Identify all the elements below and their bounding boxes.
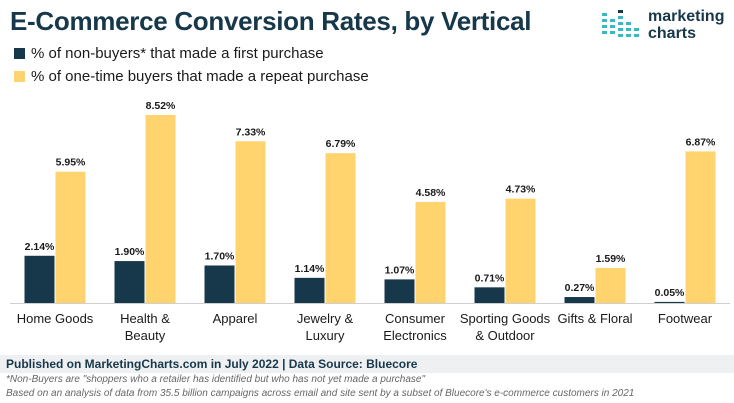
legend: % of non-buyers* that made a first purch… (14, 42, 369, 88)
bar-series1-6 (564, 297, 595, 303)
data-label-series2-6: 1.59% (596, 253, 626, 265)
brand-text-line1: marketing (648, 8, 725, 25)
x-tick-label-2: Apparel (213, 311, 258, 326)
bar-chart: 2.14% 5.95% Home Goods 1.90% 8.52% Health & Be… (10, 100, 730, 343)
data-label-series2-3: 6.79% (326, 138, 356, 150)
x-tick-label-1-line2: Beauty (125, 328, 166, 343)
data-label-series2-1: 8.52% (146, 100, 176, 112)
x-tick-label-5-line1: Sporting Goods (460, 311, 551, 326)
x-tick-label-3-line2: Luxury (305, 328, 345, 343)
brand-text: marketing charts (648, 8, 724, 42)
bar-series1-3 (294, 277, 325, 303)
bar-series2-7 (685, 151, 716, 303)
bar-series1-1 (114, 261, 145, 303)
data-label-series1-6: 0.27% (565, 282, 595, 294)
legend-label-repeat-purchase: % of one-time buyers that made a repeat … (31, 68, 369, 85)
data-label-series2-2: 7.33% (236, 126, 266, 138)
data-label-series2-4: 4.58% (416, 187, 446, 199)
bar-chart-logo-icon (602, 10, 639, 37)
brand-logo: marketing charts (602, 6, 730, 46)
x-tick-label-3-line1: Jewelry & (297, 311, 354, 326)
brand-text-line2: charts (648, 25, 697, 42)
bar-series2-6 (595, 267, 626, 303)
data-label-series2-7: 6.87% (686, 136, 716, 148)
bar-series2-1 (145, 115, 176, 303)
legend-item-repeat-purchase: % of one-time buyers that made a repeat … (14, 65, 369, 88)
x-tick-label-4-line1: Consumer (385, 311, 446, 326)
data-label-series1-2: 1.70% (205, 250, 235, 262)
data-label-series1-5: 0.71% (475, 272, 505, 284)
bar-series2-3 (325, 153, 356, 303)
legend-swatch-repeat-purchase (14, 71, 25, 82)
footer: Published on MarketingCharts.com in July… (0, 355, 734, 403)
chart-title: E-Commerce Conversion Rates, by Vertical (10, 6, 532, 36)
bar-series1-5 (474, 287, 505, 303)
x-tick-label-0: Home Goods (17, 311, 94, 326)
bar-series2-4 (415, 201, 446, 303)
bar-series1-7 (654, 301, 685, 303)
data-label-series2-0: 5.95% (56, 157, 86, 169)
source-line: Published on MarketingCharts.com in July… (0, 355, 734, 373)
x-tick-label-7: Footwear (658, 311, 713, 326)
footnote-methodology: Based on an analysis of data from 35.5 b… (6, 388, 635, 399)
bar-series1-0 (24, 255, 55, 303)
bar-series1-2 (204, 265, 235, 303)
bar-series2-2 (235, 141, 266, 303)
legend-item-first-purchase: % of non-buyers* that made a first purch… (14, 42, 369, 65)
x-tick-label-6: Gifts & Floral (557, 311, 632, 326)
footnote-definition: *Non-Buyers are "shoppers who a retailer… (6, 374, 426, 385)
data-label-series1-3: 1.14% (295, 263, 325, 275)
bar-series1-4 (384, 279, 415, 303)
legend-label-first-purchase: % of non-buyers* that made a first purch… (31, 45, 324, 62)
data-label-series1-0: 2.14% (25, 241, 55, 253)
data-label-series2-5: 4.73% (506, 184, 536, 196)
bar-series2-0 (55, 171, 86, 303)
legend-swatch-first-purchase (14, 48, 25, 59)
data-label-series1-1: 1.90% (115, 246, 145, 258)
bar-series2-5 (505, 198, 536, 303)
x-tick-label-4-line2: Electronics (383, 328, 447, 343)
x-tick-label-5-line2: & Outdoor (475, 328, 535, 343)
data-label-series1-4: 1.07% (385, 264, 415, 276)
x-tick-label-1-line1: Health & (120, 311, 170, 326)
data-label-series1-7: 0.05% (655, 287, 685, 299)
